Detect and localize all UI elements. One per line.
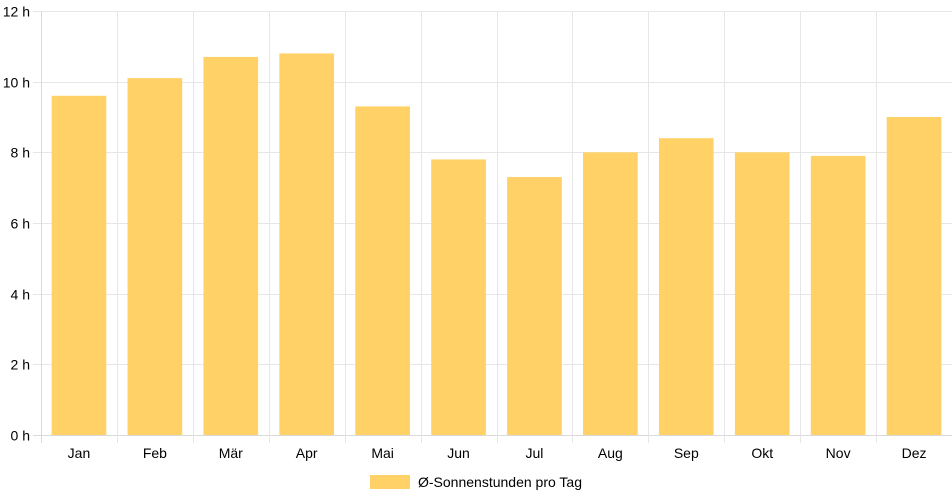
x-tick-label: Mär [219, 445, 243, 461]
y-axis: 0 h 2 h 4 h 6 h 8 h 10 h 12 h [3, 4, 30, 444]
bar-okt[interactable] [734, 152, 790, 436]
y-tick-label: 8 h [11, 145, 30, 161]
bar-aug[interactable] [583, 152, 638, 436]
bar-nov[interactable] [810, 155, 866, 435]
x-tick-label: Okt [751, 445, 773, 461]
bars [51, 53, 942, 436]
x-tick-label: Jul [526, 445, 544, 461]
x-tick-label: Jan [68, 445, 91, 461]
bar-jul[interactable] [507, 177, 562, 436]
legend[interactable]: Ø-Sonnenstunden pro Tag [370, 474, 582, 490]
y-tick-label: 12 h [3, 4, 30, 20]
bar-mär[interactable] [203, 56, 259, 435]
x-tick-label: Jun [447, 445, 470, 461]
x-tick-label: Aug [598, 445, 623, 461]
x-tick-label: Nov [826, 445, 851, 461]
grid-lines [33, 11, 952, 443]
bar-feb[interactable] [127, 78, 183, 435]
y-tick-label: 6 h [11, 216, 30, 232]
y-tick-label: 2 h [11, 357, 30, 373]
x-tick-label: Mai [371, 445, 394, 461]
x-tick-label: Sep [674, 445, 699, 461]
bar-jan[interactable] [51, 95, 107, 436]
x-tick-label: Feb [143, 445, 167, 461]
y-tick-label: 4 h [11, 287, 30, 303]
bar-dez[interactable] [886, 117, 942, 435]
bar-jun[interactable] [431, 159, 486, 435]
bar-sep[interactable] [658, 138, 714, 435]
y-tick-label: 10 h [3, 75, 30, 91]
x-tick-label: Apr [296, 445, 318, 461]
bar-apr[interactable] [279, 53, 335, 436]
bar-mai[interactable] [355, 106, 410, 436]
legend-swatch [370, 475, 411, 489]
y-tick-label: 0 h [11, 428, 30, 444]
x-tick-label: Dez [902, 445, 927, 461]
x-axis: Jan Feb Mär Apr Mai Jun Jul Aug Sep Okt Nov Dez [68, 445, 927, 461]
legend-label: Ø-Sonnenstunden pro Tag [418, 474, 582, 490]
